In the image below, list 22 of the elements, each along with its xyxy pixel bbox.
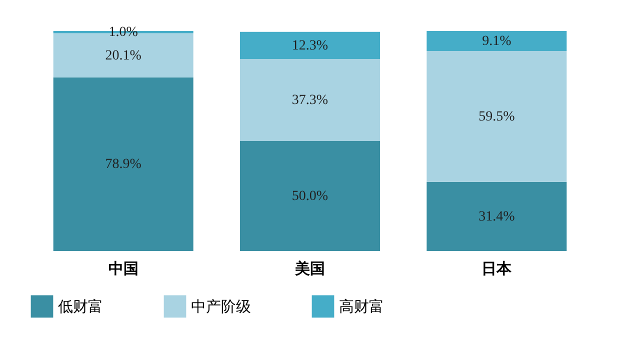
data-label: 1.0% xyxy=(108,25,138,40)
x-tick-label: 美国 xyxy=(294,260,325,278)
legend-label: 中产阶级 xyxy=(191,297,251,316)
x-tick-label: 日本 xyxy=(482,260,513,278)
data-label: 20.1% xyxy=(105,48,142,64)
bar xyxy=(240,32,380,59)
bar xyxy=(240,58,380,141)
data-label: 78.9% xyxy=(105,157,142,172)
data-label: 37.3% xyxy=(292,92,328,108)
legend-label: 低财富 xyxy=(58,297,103,316)
bar xyxy=(426,31,567,52)
data-label: 50.0% xyxy=(292,189,328,204)
bar xyxy=(426,182,567,251)
bar xyxy=(240,141,380,251)
data-label: 9.1% xyxy=(482,34,512,50)
bar xyxy=(426,51,567,182)
data-label: 31.4% xyxy=(478,209,516,224)
legend-label: 高财富 xyxy=(339,297,384,316)
bar xyxy=(53,77,194,251)
x-tick-label: 中国 xyxy=(108,260,138,278)
data-label: 59.5% xyxy=(478,109,516,124)
data-label: 12.3% xyxy=(292,38,328,54)
